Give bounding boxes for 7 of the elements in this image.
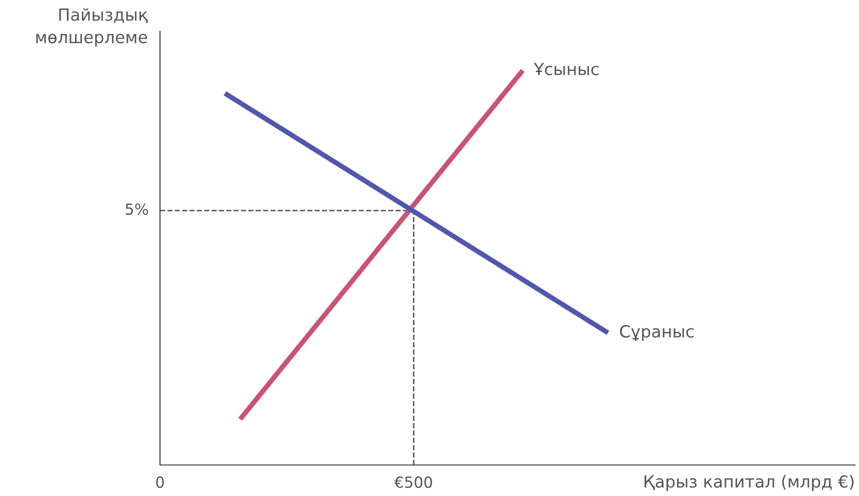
x-axis-title: Қарыз капитал (млрд €) bbox=[644, 474, 854, 491]
y-axis-title: Пайыздық мөлшерлеме bbox=[36, 8, 148, 47]
series-label: Ұсыныс bbox=[534, 62, 599, 76]
text: 5% bbox=[126, 203, 148, 215]
series-label: Сұраныс bbox=[620, 325, 694, 341]
x-tick-label: €500 bbox=[394, 476, 432, 488]
x-tick-label: 0 bbox=[156, 476, 164, 488]
